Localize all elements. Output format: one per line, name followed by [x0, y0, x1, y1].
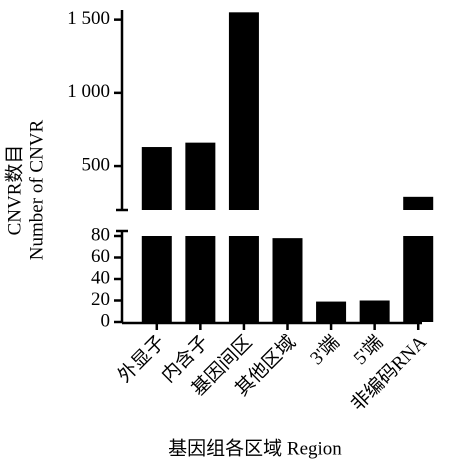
y-tick-label: 60	[91, 246, 110, 267]
x-axis-label: 基因组各区域 Region	[168, 437, 342, 459]
bar	[185, 142, 216, 210]
y-tick-label: 40	[91, 267, 110, 288]
x-tick-label: 外显子	[114, 331, 170, 387]
y-axis-label: CNVR数目	[3, 145, 25, 236]
x-tick-label: 3'端	[306, 331, 344, 369]
bar	[141, 147, 172, 210]
bar	[228, 12, 259, 211]
bar	[316, 301, 347, 322]
y-tick-label: 1 500	[67, 8, 110, 29]
x-tick-label: 5'端	[349, 331, 387, 369]
y-axis-label: Number of CNVR	[26, 119, 47, 260]
bar	[228, 236, 259, 322]
y-tick-label: 80	[91, 224, 110, 245]
bar	[185, 236, 216, 322]
y-tick-label: 0	[101, 310, 111, 331]
bar	[403, 236, 434, 322]
bar	[359, 300, 390, 322]
bar	[403, 196, 434, 210]
y-tick-label: 1 000	[67, 81, 110, 102]
bar	[272, 238, 303, 322]
y-tick-label: 500	[82, 154, 111, 175]
y-tick-label: 20	[91, 289, 110, 310]
bar	[141, 236, 172, 322]
